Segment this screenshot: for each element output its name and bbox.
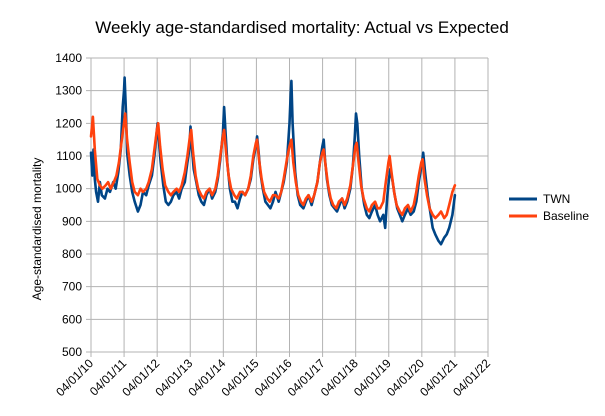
y-tick-label: 700 (62, 280, 82, 294)
y-tick-label: 600 (62, 312, 82, 326)
y-tick-label: 500 (62, 345, 82, 359)
axis-ticks: 500 600 700 800 900 1000 1100 1200 1300 1400 04/01… (53, 51, 493, 399)
legend-label: Baseline (543, 209, 589, 223)
series (89, 76, 457, 246)
chart-title: Weekly age-standardised mortality: Actua… (95, 18, 509, 37)
legend: TWN Baseline (509, 192, 589, 223)
y-tick-label: 1000 (55, 182, 82, 196)
y-axis-label: Age-standardised mortality (30, 158, 44, 301)
y-tick-label: 1400 (55, 51, 82, 65)
y-tick-label: 800 (62, 247, 82, 261)
y-tick-label: 1100 (56, 149, 82, 163)
y-tick-label: 900 (62, 214, 82, 228)
series-line-baseline (89, 112, 457, 220)
y-tick-label: 1200 (55, 116, 82, 130)
grid (86, 57, 489, 357)
y-tick-label: 1300 (55, 84, 82, 98)
series-line-twn (89, 76, 457, 246)
legend-label: TWN (543, 192, 570, 206)
x-tick-label: 04/01/22 (450, 356, 493, 399)
